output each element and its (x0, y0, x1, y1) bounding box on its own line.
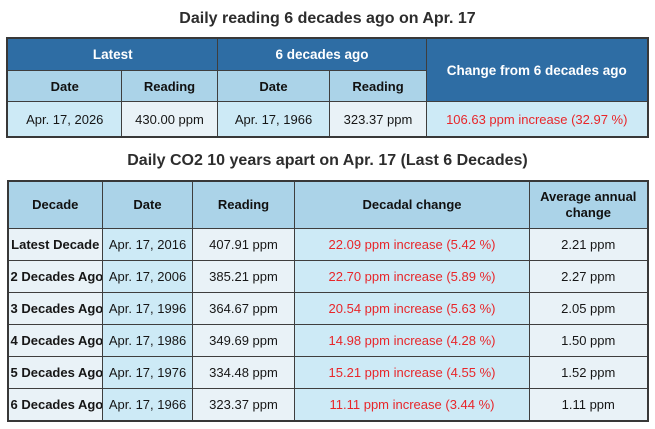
group-header-6-decades-ago: 6 decades ago (216, 37, 428, 71)
decade-column-header: Decade (7, 180, 103, 229)
change-cell: 106.63 ppm increase (32.97 %) (426, 101, 649, 138)
decadal-table-title: Daily CO2 10 years apart on Apr. 17 (Las… (127, 152, 528, 169)
annual-change-cell: 2.05 ppm (529, 292, 648, 325)
latest-reading-column-header: Reading (120, 70, 219, 102)
decadal-table: Decade Date Reading Decadal change Avera… (6, 180, 649, 422)
reading-cell: 385.21 ppm (192, 260, 295, 293)
table-row: Latest Decade Apr. 17, 2016 407.91 ppm 2… (7, 228, 648, 261)
reading-cell: 364.67 ppm (192, 292, 295, 325)
date-cell: Apr. 17, 1996 (102, 292, 193, 325)
comparison-row: Apr. 17, 2026 430.00 ppm Apr. 17, 1966 3… (6, 101, 649, 138)
reading-cell: 323.37 ppm (192, 388, 295, 422)
date-cell: Apr. 17, 1966 (102, 388, 193, 422)
latest-date-cell: Apr. 17, 2026 (6, 101, 122, 138)
group-header-latest: Latest (6, 37, 219, 71)
comparison-table: Latest 6 decades ago Change from 6 decad… (6, 37, 649, 138)
date-cell: Apr. 17, 2016 (102, 228, 193, 261)
latest-reading-cell: 430.00 ppm (120, 101, 219, 138)
date-cell: Apr. 17, 1986 (102, 324, 193, 357)
past-reading-column-header: Reading (328, 70, 428, 102)
reading-cell: 334.48 ppm (192, 356, 295, 389)
annual-change-column-header: Average annual change (529, 180, 648, 229)
past-date-cell: Apr. 17, 1966 (217, 101, 330, 138)
decadal-change-cell: 11.11 ppm increase (3.44 %) (294, 388, 530, 422)
decadal-change-cell: 14.98 ppm increase (4.28 %) (294, 324, 530, 357)
decade-cell: 2 Decades Ago (7, 260, 103, 293)
table-row: 5 Decades Ago Apr. 17, 1976 334.48 ppm 1… (7, 356, 648, 389)
annual-change-cell: 1.52 ppm (529, 356, 648, 389)
change-column-header: Change from 6 decades ago (426, 37, 649, 102)
date-cell: Apr. 17, 1976 (102, 356, 193, 389)
decadal-change-cell: 22.70 ppm increase (5.89 %) (294, 260, 530, 293)
table-row: 3 Decades Ago Apr. 17, 1996 364.67 ppm 2… (7, 292, 648, 325)
latest-date-column-header: Date (6, 70, 122, 102)
date-column-header: Date (102, 180, 193, 229)
table-row: 4 Decades Ago Apr. 17, 1986 349.69 ppm 1… (7, 324, 648, 357)
annual-change-cell: 1.11 ppm (529, 388, 648, 422)
past-reading-cell: 323.37 ppm (328, 101, 428, 138)
decadal-change-cell: 15.21 ppm increase (4.55 %) (294, 356, 530, 389)
decadal-change-cell: 22.09 ppm increase (5.42 %) (294, 228, 530, 261)
reading-cell: 349.69 ppm (192, 324, 295, 357)
comparison-table-title: Daily reading 6 decades ago on Apr. 17 (179, 10, 476, 27)
annual-change-cell: 2.21 ppm (529, 228, 648, 261)
decade-cell: 3 Decades Ago (7, 292, 103, 325)
decadal-change-cell: 20.54 ppm increase (5.63 %) (294, 292, 530, 325)
annual-change-cell: 2.27 ppm (529, 260, 648, 293)
decade-cell: 6 Decades Ago (7, 388, 103, 422)
decade-cell: Latest Decade (7, 228, 103, 261)
past-date-column-header: Date (217, 70, 330, 102)
annual-change-cell: 1.50 ppm (529, 324, 648, 357)
reading-cell: 407.91 ppm (192, 228, 295, 261)
table-row: 2 Decades Ago Apr. 17, 2006 385.21 ppm 2… (7, 260, 648, 293)
reading-column-header: Reading (192, 180, 295, 229)
decade-cell: 5 Decades Ago (7, 356, 103, 389)
decade-cell: 4 Decades Ago (7, 324, 103, 357)
table-row: 6 Decades Ago Apr. 17, 1966 323.37 ppm 1… (7, 388, 648, 422)
decadal-change-column-header: Decadal change (294, 180, 530, 229)
date-cell: Apr. 17, 2006 (102, 260, 193, 293)
